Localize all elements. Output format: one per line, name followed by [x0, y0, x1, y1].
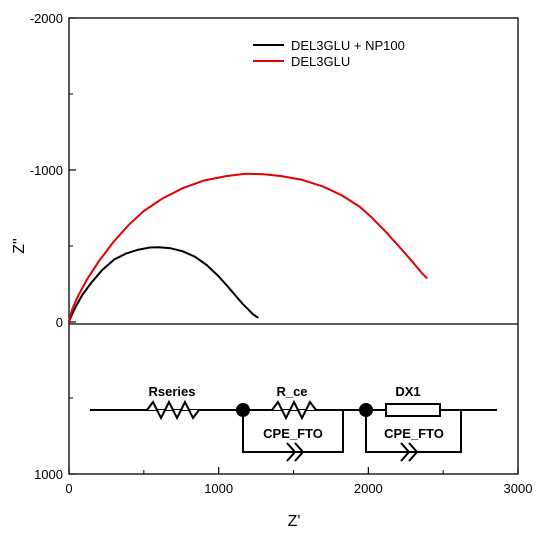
cpe2-label: CPE_FTO	[384, 426, 444, 441]
rce-label: R_ce	[276, 384, 307, 399]
series-line-0	[68, 246, 259, 323]
cpe1-symbol	[286, 442, 297, 462]
circuit-labels: Rseries R_ce DX1 CPE_FTO CPE_FTO	[149, 384, 444, 441]
x-tick-label: 1000	[204, 481, 233, 496]
legend-label-del3glu: DEL3GLU	[291, 54, 350, 69]
y-axis-label: Z"	[11, 238, 28, 253]
cpe1-loop	[242, 410, 344, 453]
legend-label-del3glu-np100: DEL3GLU + NP100	[291, 38, 405, 53]
x-tick-label: 0	[65, 481, 72, 496]
legend: DEL3GLU + NP100 DEL3GLU	[253, 38, 405, 69]
y-tick-label: -2000	[30, 11, 63, 26]
cpe2-symbol-2	[408, 442, 419, 462]
x-tick-label: 3000	[504, 481, 533, 496]
axis-ticks	[68, 17, 519, 475]
series-line-1	[68, 172, 428, 323]
cpe2-loop	[365, 410, 462, 453]
y-tick-label: 0	[56, 315, 63, 330]
y-tick-label: -1000	[30, 163, 63, 178]
dx1-label: DX1	[395, 384, 420, 399]
rseries-resistor	[140, 399, 205, 421]
x-tick-label: 2000	[354, 481, 383, 496]
cpe1-symbol-2	[294, 442, 305, 462]
equivalent-circuit	[90, 399, 497, 462]
dx1-element	[385, 403, 441, 417]
rseries-label: Rseries	[149, 384, 196, 399]
y-tick-label: 1000	[34, 467, 63, 482]
data-series	[68, 172, 428, 323]
x-axis-label: Z'	[288, 513, 301, 530]
rce-resistor	[268, 399, 322, 421]
cpe2-symbol	[400, 442, 411, 462]
cpe1-label: CPE_FTO	[263, 426, 323, 441]
